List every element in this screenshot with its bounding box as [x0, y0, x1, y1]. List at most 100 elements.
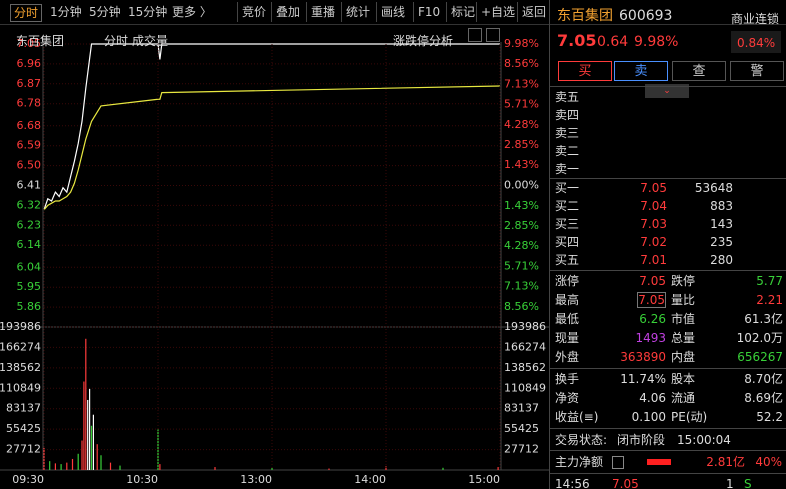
stat-label: 现量 — [555, 331, 580, 345]
volume-bar — [77, 453, 79, 470]
bid-volume: 235 — [710, 235, 733, 249]
x-tick-label: 15:00 — [468, 473, 500, 486]
tool-button[interactable]: F10 — [418, 5, 441, 19]
volume-bar — [214, 467, 216, 470]
y2-tick-label: 4.28% — [504, 239, 539, 252]
x-tick-label: 14:00 — [354, 473, 386, 486]
bid-label: 买一 — [555, 181, 580, 195]
section-line — [550, 368, 786, 369]
stat-label: 流通 — [671, 391, 696, 405]
icon-box[interactable] — [468, 28, 482, 42]
y-tick-label: 6.87 — [17, 77, 42, 90]
ask-label: 卖二 — [555, 144, 580, 158]
change: 0.64 — [597, 34, 629, 50]
tool-sep — [476, 2, 477, 22]
stat-value: 8.69亿 — [744, 391, 783, 405]
stat-value: 102.0万 — [736, 331, 783, 345]
y-tick-label: 7.05 — [17, 37, 42, 50]
stat-label: 最低 — [555, 312, 580, 326]
volume-bar — [497, 467, 499, 470]
volume-bar — [83, 381, 85, 470]
section-line — [550, 450, 786, 451]
ask-label: 卖一 — [555, 162, 580, 176]
period-tab[interactable]: 1分钟 — [50, 5, 82, 19]
bid-price: 7.03 — [640, 217, 667, 231]
chart-stock-name: 东百集团 — [16, 34, 65, 48]
volume-bar — [96, 444, 98, 470]
stat-label: 股本 — [671, 372, 696, 386]
stat-value: 656267 — [737, 350, 783, 364]
sector[interactable]: 商业连锁 — [731, 12, 780, 26]
stat-label: 量比 — [671, 293, 696, 307]
price: 7.05 — [557, 31, 597, 50]
trade-button[interactable]: 查 — [672, 61, 726, 81]
volume-bar — [85, 338, 87, 470]
y2-tick-label: 1.43% — [504, 158, 539, 171]
stat-value: 61.3亿 — [744, 312, 783, 326]
x-tick-label: 09:30 — [12, 473, 44, 486]
volume-bar — [92, 414, 94, 470]
period-tab[interactable]: 更多 〉 — [172, 5, 212, 19]
period-tab[interactable]: 15分钟 — [128, 5, 168, 19]
volume-tick-label: 110849 — [504, 381, 546, 394]
stat-label: 换手 — [555, 372, 580, 386]
trade-button[interactable]: 警 — [730, 61, 784, 81]
y-tick-label: 6.50 — [17, 159, 42, 172]
period-tab[interactable]: 分时 — [10, 4, 43, 22]
tool-button[interactable]: 重播 — [311, 5, 336, 19]
y-tick-label: 6.59 — [17, 139, 42, 152]
tool-button[interactable]: +自选 — [481, 5, 516, 19]
tool-button[interactable]: 叠加 — [276, 5, 301, 19]
bid-price: 7.02 — [640, 235, 667, 249]
tool-sep — [446, 2, 447, 22]
volume-bar — [66, 462, 68, 470]
average-line — [43, 85, 501, 211]
flow-icon — [612, 456, 624, 469]
tool-button[interactable]: 竞价 — [242, 5, 267, 19]
collapse-tab[interactable]: ⌄ — [645, 84, 689, 98]
x-tick-label: 13:00 — [240, 473, 272, 486]
bid-label: 买五 — [555, 253, 580, 267]
section-line — [550, 178, 786, 179]
tool-sep — [376, 2, 377, 22]
stat-value: 2.21 — [756, 293, 783, 307]
stat-label: PE(动) — [671, 410, 708, 424]
tool-button[interactable]: 标记 — [451, 5, 476, 19]
change-pct: 9.98% — [634, 34, 679, 50]
stat-label: 涨停 — [555, 274, 580, 288]
volume-tick-label: 110849 — [0, 381, 41, 394]
volume-tick-label: 55425 — [6, 422, 41, 435]
stat-label: 跌停 — [671, 274, 696, 288]
trade-button[interactable]: 买 — [558, 61, 612, 81]
flow-bar — [647, 459, 671, 465]
volume-tick-label: 55425 — [504, 422, 539, 435]
flow-pct: 40% — [755, 455, 782, 469]
volume-tick-label: 138562 — [504, 361, 546, 374]
section-line — [550, 270, 786, 271]
volume-tick-label: 83137 — [6, 402, 41, 415]
bid-volume: 280 — [710, 253, 733, 267]
tool-button[interactable]: 统计 — [346, 5, 371, 19]
flow-label: 主力净额 — [555, 455, 604, 469]
trade-button[interactable]: 卖 — [614, 61, 668, 81]
status-phase: 闭市阶段 — [617, 433, 666, 447]
y-tick-label: 6.78 — [17, 97, 42, 110]
volume-bar — [109, 462, 112, 470]
y2-tick-label: 9.98% — [504, 37, 539, 50]
period-tab[interactable]: 5分钟 — [89, 5, 121, 19]
stat-label: 最高 — [555, 293, 580, 307]
limit-analysis[interactable]: 涨跌停分析 — [393, 34, 454, 48]
tool-sep — [341, 2, 342, 22]
tool-button[interactable]: 返回 — [522, 5, 547, 19]
volume-bar — [71, 458, 74, 470]
icon-box[interactable] — [486, 28, 500, 42]
sector-box — [731, 31, 781, 53]
volume-bar — [328, 468, 330, 470]
panel-divider — [549, 0, 550, 489]
status-label: 交易状态: — [555, 433, 608, 447]
tool-button[interactable]: 画线 — [381, 5, 406, 19]
volume-bar — [89, 388, 91, 470]
volume-bar — [442, 467, 444, 470]
bid-label: 买二 — [555, 199, 580, 213]
